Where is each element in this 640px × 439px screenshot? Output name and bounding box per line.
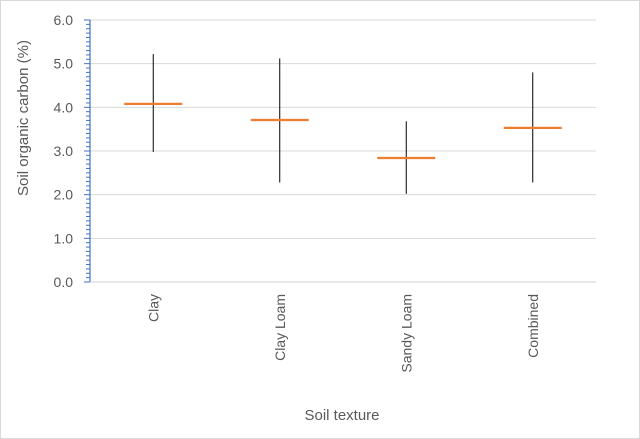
gridlines (90, 19, 596, 239)
axes (84, 19, 596, 283)
y-tick-label: 0.0 (54, 274, 74, 290)
data-marks (124, 54, 562, 194)
y-tick-label: 5.0 (54, 56, 74, 72)
x-tick-label: Clay (145, 294, 161, 322)
y-tick-label: 3.0 (54, 143, 74, 159)
x-tick-label: Clay Loam (272, 294, 288, 361)
x-tick-label: Combined (525, 294, 541, 358)
y-tick-label: 4.0 (54, 99, 74, 115)
tick-labels: 0.0 1.0 2.0 3.0 4.0 5.0 6.0 Clay Clay Loam Sandy … (54, 12, 541, 373)
y-tick-label: 6.0 (54, 12, 74, 28)
y-tick-label: 1.0 (54, 230, 74, 246)
x-axis-title: Soil texture (304, 407, 379, 424)
y-axis-title: Soil organic carbon (%) (15, 40, 32, 196)
x-tick-label: Sandy Loam (398, 294, 414, 373)
y-tick-label: 2.0 (54, 187, 74, 203)
